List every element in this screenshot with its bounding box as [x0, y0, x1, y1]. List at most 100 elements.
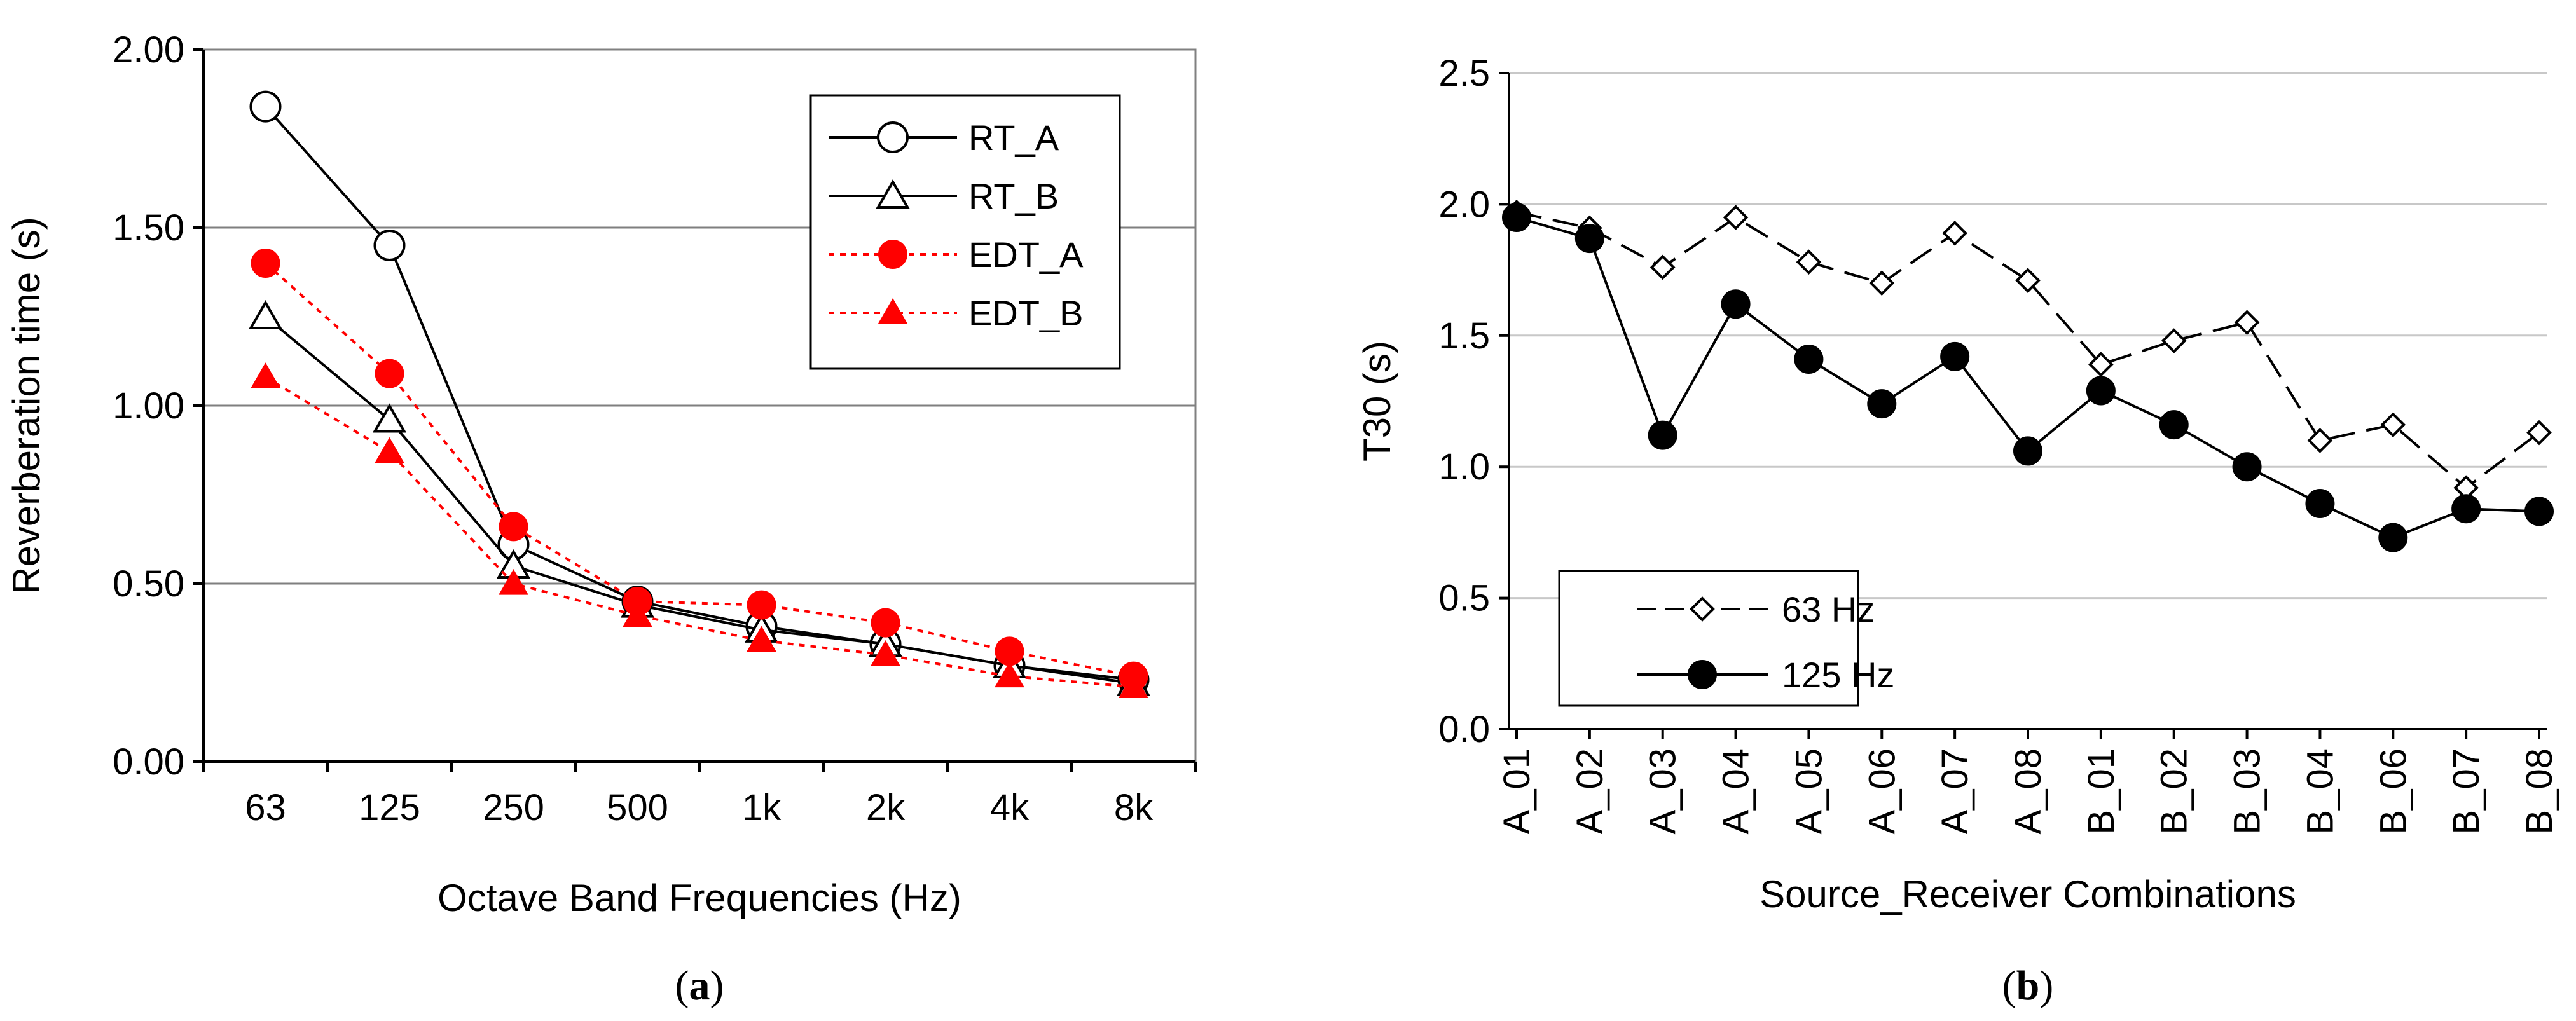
chart-a-point-edt-b-125 — [375, 437, 404, 463]
chart-b-series — [1502, 199, 2554, 552]
chart-b-point-63-hz-a-08 — [2015, 268, 2041, 293]
chart-b-caption: (b) — [2002, 963, 2054, 1009]
chart-b-axes — [1499, 72, 2547, 739]
chart-a-point-edt-a-125 — [375, 359, 404, 388]
chart-b-gridlines — [1509, 72, 2547, 600]
chart-b-point-63-hz-a-03 — [1650, 254, 1676, 280]
chart-a-point-rt-b-125 — [372, 403, 407, 433]
chart-a-x-axis-title: Octave Band Frequencies (Hz) — [437, 877, 961, 919]
chart-b-point-125-hz-a-01 — [1502, 203, 1531, 233]
chart-a-x-tick-label: 63 — [245, 787, 286, 828]
chart-b-x-tick-label: A_02 — [1569, 748, 1611, 834]
chart-a-caption-open: ( — [675, 963, 689, 1009]
chart-b-point-125-hz-a-02 — [1574, 224, 1604, 254]
chart-b-y-tick-label: 2.0 — [1438, 184, 1490, 225]
chart-a-legend-marker-edt-a — [878, 240, 907, 269]
chart-a-x-tick-label: 8k — [1114, 787, 1154, 828]
chart-b-x-tick-label: A_08 — [2008, 748, 2049, 834]
chart-b: 0.00.51.01.52.02.5 A_01 A_02 A_03 A_04 A_05 A… — [1356, 53, 2560, 1009]
chart-b-y-tick-labels: 0.0 0.5 1.0 1.5 2.0 2.5 — [1438, 53, 1490, 750]
chart-a-legend: RT_A RT_B EDT_A EDT_B — [809, 94, 1121, 370]
chart-b-point-63-hz-a-05 — [1796, 249, 1822, 275]
chart-b-x-tick-label: A_01 — [1496, 748, 1538, 834]
chart-b-point-125-hz-a-03 — [1648, 420, 1677, 450]
chart-a-point-edt-a-2k — [871, 608, 900, 638]
chart-b-point-125-hz-b-07 — [2451, 494, 2481, 524]
chart-b-legend-label-125-hz: 125 Hz — [1782, 655, 1894, 695]
chart-b-x-tick-label: A_07 — [1934, 748, 1976, 834]
chart-a-point-edt-a-63 — [251, 249, 280, 278]
chart-b-caption-close: ) — [2039, 963, 2053, 1009]
chart-b-point-125-hz-a-05 — [1794, 344, 1824, 374]
chart-a-point-edt-a-1k — [747, 590, 776, 620]
chart-a-x-tick-labels: 63 125 250 500 1k 2k 4k 8k — [245, 787, 1154, 828]
chart-b-y-tick-label: 1.0 — [1438, 446, 1490, 488]
chart-b-y-tick-label: 0.5 — [1438, 578, 1490, 619]
chart-a-point-edt-a-4k — [995, 636, 1024, 666]
chart-b-point-125-hz-b-01 — [2086, 376, 2116, 406]
chart-b-point-125-hz-a-07 — [1940, 341, 1970, 371]
chart-a-caption-letter: a — [689, 963, 710, 1009]
chart-b-point-125-hz-b-06 — [2378, 523, 2408, 552]
chart-a-y-tick-label: 1.50 — [113, 207, 184, 249]
chart-a-point-edt-b-4k — [995, 661, 1024, 688]
chart-b-x-tick-label: B_04 — [2299, 748, 2341, 834]
chart-b-point-63-hz-a-04 — [1723, 205, 1749, 230]
chart-a-point-rt-a-125 — [373, 230, 406, 261]
chart-b-series-63-hz — [1504, 199, 2552, 501]
chart-a-point-rt-a-63 — [249, 90, 282, 123]
chart-a-y-tick-label: 2.00 — [113, 29, 184, 71]
chart-b-point-63-hz-b-02 — [2161, 328, 2187, 353]
chart-b-point-125-hz-a-08 — [2013, 436, 2042, 466]
chart-a-y-tick-label: 0.00 — [113, 741, 184, 783]
chart-b-point-125-hz-b-02 — [2159, 410, 2189, 440]
chart-a-point-edt-b-8k — [1119, 672, 1148, 698]
chart-a-series — [248, 90, 1151, 698]
chart-b-x-tick-label: B_03 — [2227, 748, 2268, 834]
chart-a-x-tick-label: 250 — [483, 787, 544, 828]
chart-b-legend-marker-125-hz — [1688, 660, 1717, 689]
chart-a-legend-label-edt-a: EDT_A — [968, 235, 1084, 275]
chart-a: 0.00 0.50 1.00 1.50 2.00 63 125 250 500 1k 2k 4k 8k… — [5, 29, 1197, 1009]
chart-a-point-edt-b-2k — [871, 640, 900, 666]
chart-a-point-edt-a-250 — [499, 512, 528, 542]
chart-b-y-axis-title: T30 (s) — [1356, 341, 1398, 462]
chart-a-y-axis-title: Reverberation time (s) — [5, 217, 48, 594]
chart-b-line-63-hz — [1516, 210, 2540, 490]
chart-a-legend-marker-rt-a — [877, 121, 909, 153]
chart-a-x-tick-label: 1k — [742, 787, 782, 828]
chart-a-line-edt-a — [265, 262, 1134, 678]
chart-b-caption-open: ( — [2002, 963, 2016, 1009]
chart-b-x-tick-label: B_01 — [2081, 748, 2122, 834]
chart-b-point-125-hz-a-04 — [1721, 289, 1751, 319]
chart-a-caption-close: ) — [710, 963, 724, 1009]
chart-b-x-axis-title: Source_Receiver Combinations — [1760, 873, 2296, 915]
chart-b-point-63-hz-b-01 — [2088, 352, 2114, 378]
chart-b-x-tick-label: B_06 — [2373, 748, 2414, 834]
chart-a-y-tick-labels: 0.00 0.50 1.00 1.50 2.00 — [113, 29, 184, 783]
chart-a-x-tick-label: 2k — [866, 787, 906, 828]
chart-a-axes — [193, 48, 1197, 772]
chart-b-point-63-hz-a-06 — [1869, 270, 1895, 296]
chart-a-legend-label-rt-a: RT_A — [968, 118, 1059, 158]
chart-b-y-tick-label: 2.5 — [1438, 53, 1490, 94]
chart-b-caption-letter: b — [2016, 963, 2040, 1009]
chart-a-point-edt-b-250 — [499, 568, 528, 595]
chart-a-series-edt-a — [251, 249, 1148, 691]
chart-b-x-tick-label: A_06 — [1861, 748, 1903, 834]
chart-a-caption: (a) — [675, 963, 724, 1009]
chart-b-point-63-hz-a-07 — [1942, 220, 1967, 246]
chart-a-y-tick-label: 1.00 — [113, 385, 184, 427]
chart-a-point-rt-b-63 — [248, 299, 283, 330]
chart-a-legend-marker-edt-b — [878, 298, 908, 324]
chart-a-point-edt-b-63 — [251, 362, 280, 388]
chart-b-legend-label-63-hz: 63 Hz — [1782, 589, 1875, 629]
chart-b-legend: 63 Hz 125 Hz — [1558, 570, 1894, 707]
chart-b-point-125-hz-b-04 — [2305, 488, 2335, 518]
chart-b-point-63-hz-b-06 — [2380, 412, 2406, 437]
chart-b-x-tick-label: A_05 — [1788, 748, 1829, 834]
chart-b-point-63-hz-b-08 — [2526, 420, 2552, 446]
chart-b-y-tick-label: 0.0 — [1438, 709, 1490, 750]
chart-b-point-125-hz-b-03 — [2232, 452, 2262, 482]
